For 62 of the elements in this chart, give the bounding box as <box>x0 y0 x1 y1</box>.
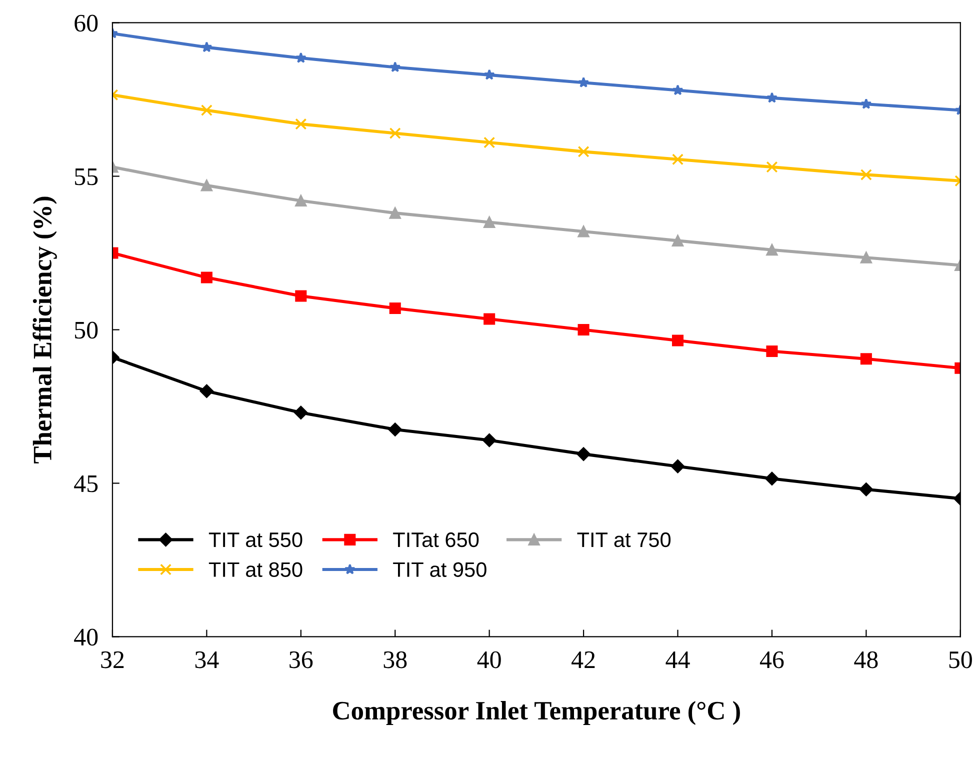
point <box>295 290 307 302</box>
x-tick-label: 40 <box>477 651 501 668</box>
x-tick-label: 48 <box>854 651 878 668</box>
point <box>766 345 778 357</box>
point <box>672 334 684 346</box>
point <box>201 42 212 52</box>
x-tick-label: 44 <box>666 652 690 668</box>
point <box>389 302 401 314</box>
x-tick-label: 42 <box>572 651 595 668</box>
y-axis-title: Thermal Efficiency (%) <box>32 196 57 464</box>
point <box>860 168 872 180</box>
point <box>389 127 401 140</box>
point <box>200 272 212 284</box>
y-tick-label: 60 <box>74 14 98 32</box>
x-tick-label: 32 <box>101 651 124 668</box>
point <box>859 482 873 496</box>
point <box>860 252 872 264</box>
point <box>484 313 496 325</box>
x-tick-label: 50 <box>949 651 972 668</box>
y-tick-label: 40 <box>74 628 98 646</box>
x-tick-label: 46 <box>760 651 784 668</box>
point <box>766 244 778 256</box>
x-axis-title: Compressor Inlet Temperature (°C ) <box>333 701 740 725</box>
x-tick-label: 34 <box>195 651 219 668</box>
point <box>578 76 590 88</box>
point <box>765 472 779 486</box>
point <box>672 154 684 166</box>
x-tick-label: 36 <box>290 651 313 668</box>
x-tick-label: 38 <box>384 651 407 668</box>
y-tick-label: 55 <box>75 168 98 186</box>
point <box>670 460 685 474</box>
point <box>295 195 307 207</box>
point <box>200 104 212 116</box>
point <box>672 84 684 96</box>
legend-label: TIT at 550 <box>208 532 302 548</box>
point <box>766 161 778 173</box>
legend-label: TIT at 850 <box>208 562 302 578</box>
point <box>484 69 495 80</box>
point <box>200 180 212 192</box>
point <box>672 234 684 246</box>
point <box>578 146 590 158</box>
point <box>388 422 402 436</box>
point <box>484 216 496 228</box>
point <box>576 447 590 461</box>
legend-label: TITat 650 <box>393 532 479 548</box>
point <box>860 98 872 109</box>
point <box>578 324 590 336</box>
point <box>295 52 306 63</box>
legend-label: TIT at 950 <box>393 562 486 578</box>
point <box>389 207 401 219</box>
y-tick-label: 50 <box>75 322 98 339</box>
y-tick-label: 45 <box>74 475 98 492</box>
point <box>200 384 214 398</box>
point <box>295 118 307 130</box>
point <box>766 92 778 103</box>
point <box>860 353 872 365</box>
point <box>484 136 496 148</box>
point <box>390 61 401 72</box>
point <box>578 226 590 238</box>
point <box>294 406 308 420</box>
point <box>482 433 496 448</box>
legend-label: TIT at 750 <box>577 532 671 548</box>
